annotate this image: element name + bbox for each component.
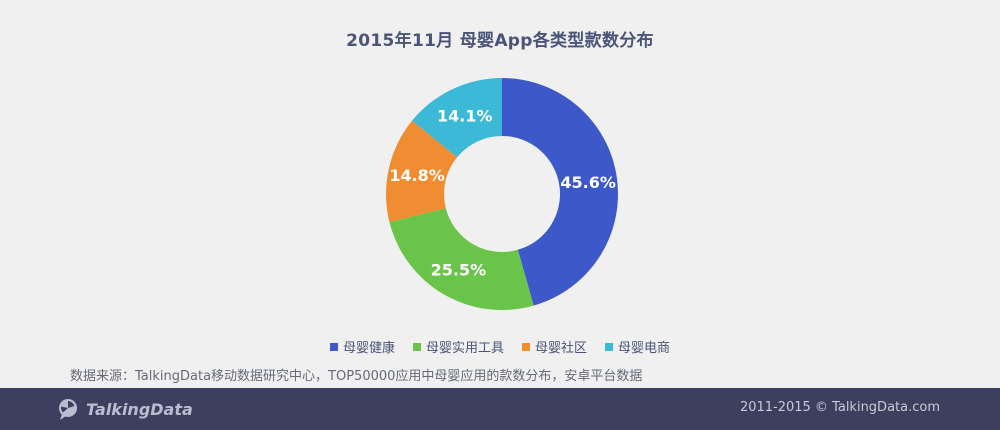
- legend-swatch: [329, 342, 338, 351]
- brand-logo: TalkingData: [56, 397, 193, 421]
- legend-swatch: [605, 342, 614, 351]
- slice-data-label: 45.6%: [560, 173, 616, 192]
- legend-swatch: [412, 342, 421, 351]
- slice-data-label: 14.8%: [389, 166, 445, 185]
- slice-data-label: 25.5%: [431, 260, 487, 279]
- legend-item-tools: 母婴实用工具: [412, 337, 504, 356]
- legend-item-ecommerce: 母婴电商: [605, 337, 670, 356]
- legend: 母婴健康 母婴实用工具 母婴社区 母婴电商: [0, 337, 1000, 356]
- talkingdata-logo-icon: [59, 399, 77, 420]
- legend-label: 母婴社区: [535, 341, 588, 356]
- legend-label: 母婴实用工具: [425, 341, 504, 356]
- legend-label: 母婴电商: [618, 341, 671, 356]
- data-source-note: 数据来源：TalkingData移动数据研究中心，TOP50000应用中母婴应用…: [70, 369, 643, 384]
- donut-slice-2: [386, 120, 458, 223]
- donut-slice-0: [502, 78, 619, 306]
- donut-slice-3: [412, 78, 502, 158]
- donut-chart: 45.6% 25.5% 14.8% 14.1%: [386, 78, 619, 310]
- brand-name: TalkingData: [86, 399, 193, 419]
- legend-label: 母婴健康: [342, 341, 395, 356]
- copyright-text: 2011-2015 © TalkingData.com: [739, 400, 940, 415]
- legend-item-community: 母婴社区: [522, 337, 587, 356]
- footer-bar: TalkingData 2011-2015 © TalkingData.com: [0, 388, 1000, 430]
- chart-title: 2015年11月 母婴App各类型款数分布: [346, 31, 654, 51]
- legend-swatch: [522, 342, 530, 351]
- legend-item-health: 母婴健康: [329, 337, 395, 356]
- slice-data-label: 14.1%: [437, 106, 493, 125]
- donut-slice-1: [389, 208, 534, 310]
